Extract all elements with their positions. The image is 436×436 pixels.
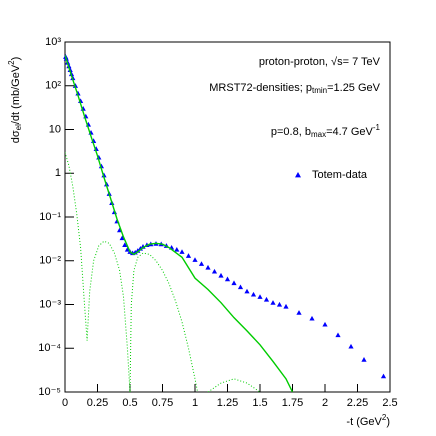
annotation: proton-proton, √s= 7 TeV xyxy=(259,56,381,68)
data-point xyxy=(309,315,315,321)
x-tick-label: 1.5 xyxy=(252,397,267,409)
component-curve xyxy=(65,152,131,392)
data-point xyxy=(198,261,205,266)
data-point xyxy=(276,301,283,307)
x-tick-label: 2.5 xyxy=(382,397,397,409)
data-point xyxy=(98,163,104,169)
x-tick-label: 1.25 xyxy=(217,397,238,409)
model-curve xyxy=(65,54,294,392)
y-tick-label: 1 xyxy=(55,167,61,179)
y-tick-label: 10³ xyxy=(45,36,61,48)
data-point xyxy=(231,280,237,286)
data-point xyxy=(122,242,128,248)
y-tick-label: 10 xyxy=(49,123,61,135)
data-point xyxy=(179,249,185,254)
component-curve xyxy=(207,378,261,392)
x-tick-label: 2 xyxy=(322,397,328,409)
x-tick-label: 0.25 xyxy=(87,397,108,409)
data-point xyxy=(101,172,107,178)
data-point xyxy=(322,321,328,327)
x-tick-label: 0.5 xyxy=(122,397,137,409)
x-tick-label: 1.75 xyxy=(282,397,303,409)
x-tick-label: 2.25 xyxy=(347,397,368,409)
data-point xyxy=(380,373,387,379)
annotation: MRST72-densities; ptmin=1.25 GeV xyxy=(209,82,380,95)
y-tick-label: 10⁻⁴ xyxy=(38,342,61,354)
data-point xyxy=(75,90,81,96)
data-point xyxy=(244,288,250,294)
data-point xyxy=(185,253,192,258)
x-tick-label: 1 xyxy=(192,397,198,409)
data-point xyxy=(119,235,125,241)
x-tick-label: 0 xyxy=(62,397,68,409)
data-point xyxy=(250,291,257,297)
data-point xyxy=(211,268,218,274)
y-tick-label: 10⁻¹ xyxy=(39,211,61,223)
y-tick-label: 10⁻⁵ xyxy=(38,386,61,398)
data-point xyxy=(174,246,180,252)
data-point xyxy=(270,300,276,305)
data-point xyxy=(96,154,102,160)
component-curve xyxy=(129,252,199,392)
data-point xyxy=(361,357,367,362)
data-point xyxy=(205,264,211,270)
y-tick-label: 10⁻² xyxy=(39,255,61,267)
annotation: p=0.8, bmax=4.7 GeV-1 xyxy=(271,123,381,139)
y-axis-label: dσel/dt (mb/GeV2) xyxy=(7,57,23,144)
data-point xyxy=(237,284,244,290)
data-point xyxy=(263,296,270,302)
data-point xyxy=(257,294,263,299)
x-tick-label: 0.75 xyxy=(152,397,173,409)
y-tick-label: 10² xyxy=(45,80,61,92)
x-axis-label: -t (GeV2) xyxy=(346,413,390,428)
data-point xyxy=(218,272,224,278)
y-tick-label: 10⁻³ xyxy=(39,298,61,310)
data-point xyxy=(192,257,198,262)
legend-label: Totem-data xyxy=(312,169,368,181)
legend-marker xyxy=(295,172,301,178)
data-point xyxy=(296,310,302,315)
data-point xyxy=(224,276,231,282)
data-point xyxy=(283,303,289,309)
data-point xyxy=(335,332,341,338)
data-point xyxy=(348,343,354,349)
